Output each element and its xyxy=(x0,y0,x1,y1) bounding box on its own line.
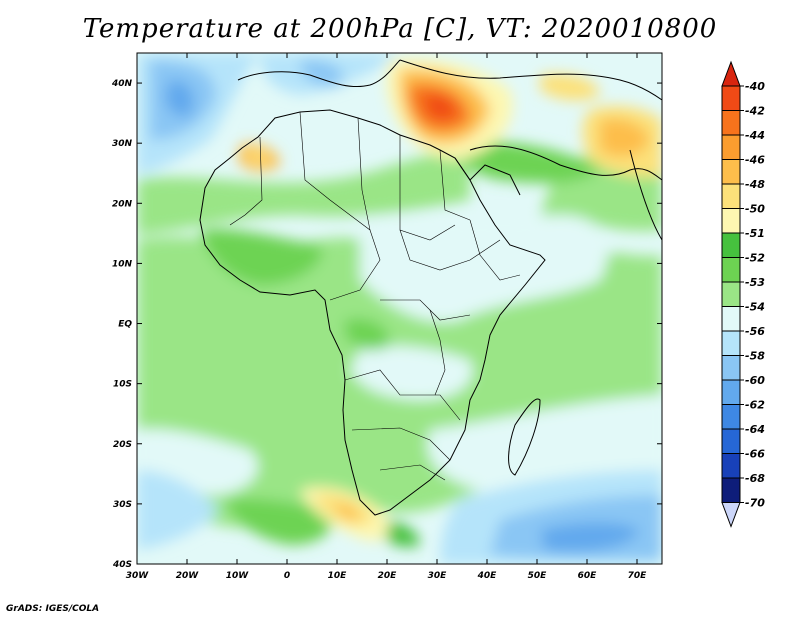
lon-label: 30W xyxy=(126,571,150,581)
colorbar-segment xyxy=(721,428,741,454)
lat-label: 40N xyxy=(111,79,133,89)
lon-label: 10E xyxy=(328,571,348,581)
colorbar-label: -68 xyxy=(745,472,765,485)
lon-label: 10W xyxy=(226,571,250,581)
colorbar-segment xyxy=(721,85,741,111)
colorbar-label: -56 xyxy=(745,325,765,338)
colorbar-top-triangle xyxy=(721,60,741,87)
lat-label: 10N xyxy=(112,259,133,269)
colorbar-label: -46 xyxy=(745,154,765,167)
lat-label: 30N xyxy=(112,139,133,149)
colorbar-label: -40 xyxy=(745,80,765,93)
lon-label: 20W xyxy=(176,571,200,581)
lon-label: 0 xyxy=(284,571,290,581)
lat-label: 20N xyxy=(112,199,133,209)
map-title: Temperature at 200hPa [C], VT: 202001080… xyxy=(82,14,718,44)
lat-label: 20S xyxy=(113,440,132,450)
axis-ticks xyxy=(136,53,662,565)
colorbar-label: -58 xyxy=(745,350,765,363)
lon-label: 60E xyxy=(578,571,598,581)
colorbar-segment xyxy=(721,453,741,479)
temperature-field xyxy=(137,53,662,564)
colorbar-segment xyxy=(721,477,741,503)
lon-label: 70E xyxy=(628,571,648,581)
colorbar-segment xyxy=(721,404,741,430)
colorbar-segment xyxy=(721,134,741,160)
latitude-labels: 40N 30N 20N 10N EQ 10S 20S 30S 40S xyxy=(111,79,133,570)
colorbar-label: -52 xyxy=(745,252,765,265)
lon-label: 30E xyxy=(428,571,448,581)
colorbar-segment xyxy=(721,355,741,381)
colorbar-bottom-triangle xyxy=(721,502,741,528)
colorbar-segment xyxy=(721,183,741,209)
colorbar-segment xyxy=(721,281,741,307)
colorbar-segment xyxy=(721,208,741,234)
credit-label: GrADS: IGES/COLA xyxy=(6,604,100,614)
lon-label: 20E xyxy=(378,571,398,581)
plot-frame xyxy=(136,52,663,565)
colorbar-segment xyxy=(721,379,741,405)
lat-label: 30S xyxy=(113,500,132,510)
colorbar-label: -53 xyxy=(745,276,765,289)
colorbar-label: -44 xyxy=(745,129,765,142)
colorbar-label: -50 xyxy=(745,203,765,216)
country-borders xyxy=(229,111,521,481)
lat-label: 10S xyxy=(113,380,132,390)
colorbar-label: -70 xyxy=(745,497,765,510)
colorbar-label: -64 xyxy=(745,423,765,436)
colorbar-label: -54 xyxy=(745,301,765,314)
lon-label: 50E xyxy=(528,571,548,581)
colorbar-segment xyxy=(721,257,741,283)
colorbar: -40 -42 -44 -46 -48 -50 -51 -52 -53 -54 -56 -58 -60 -… xyxy=(721,60,765,528)
colorbar-label: -42 xyxy=(745,105,765,118)
temperature-map: 40N 30N 20N 10N EQ 10S 20S 30S 40S 30W 20W 10W 0 10E… xyxy=(111,52,765,581)
colorbar-segment xyxy=(721,159,741,185)
colorbar-label: -66 xyxy=(745,448,765,461)
lat-label: 40S xyxy=(112,560,132,570)
colorbar-segment xyxy=(721,330,741,356)
colorbar-label: -60 xyxy=(745,374,765,387)
longitude-labels: 30W 20W 10W 0 10E 20E 30E 40E 50E 60E 70E xyxy=(126,571,647,581)
colorbar-segment xyxy=(721,110,741,136)
lat-label: EQ xyxy=(118,320,132,330)
colorbar-label: -62 xyxy=(745,399,765,412)
colorbar-segment xyxy=(721,306,741,332)
colorbar-label: -51 xyxy=(745,227,765,240)
colorbar-segment xyxy=(721,232,741,258)
lon-label: 40E xyxy=(477,571,498,581)
colorbar-label: -48 xyxy=(745,178,765,191)
